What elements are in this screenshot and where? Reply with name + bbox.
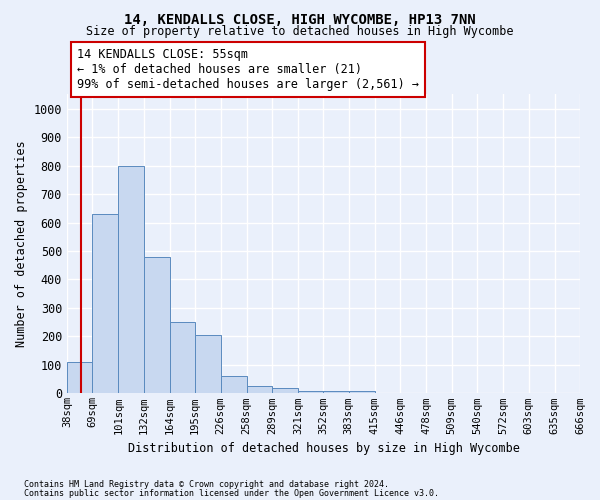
Text: 14, KENDALLS CLOSE, HIGH WYCOMBE, HP13 7NN: 14, KENDALLS CLOSE, HIGH WYCOMBE, HP13 7… [124,12,476,26]
Text: Size of property relative to detached houses in High Wycombe: Size of property relative to detached ho… [86,25,514,38]
Bar [144,256,170,394]
Bar [323,391,349,394]
X-axis label: Distribution of detached houses by size in High Wycombe: Distribution of detached houses by size … [128,442,520,455]
Bar [298,390,323,394]
Text: Contains public sector information licensed under the Open Government Licence v3: Contains public sector information licen… [24,488,439,498]
Text: Contains HM Land Registry data © Crown copyright and database right 2024.: Contains HM Land Registry data © Crown c… [24,480,389,489]
Bar [272,388,298,394]
Bar [92,214,118,394]
Bar [170,322,195,394]
Y-axis label: Number of detached properties: Number of detached properties [15,140,28,347]
Bar [195,335,221,394]
Bar [67,362,92,394]
Bar [349,390,375,394]
Text: 14 KENDALLS CLOSE: 55sqm
← 1% of detached houses are smaller (21)
99% of semi-de: 14 KENDALLS CLOSE: 55sqm ← 1% of detache… [77,48,419,92]
Bar [221,376,247,394]
Bar [247,386,272,394]
Bar [118,166,144,394]
